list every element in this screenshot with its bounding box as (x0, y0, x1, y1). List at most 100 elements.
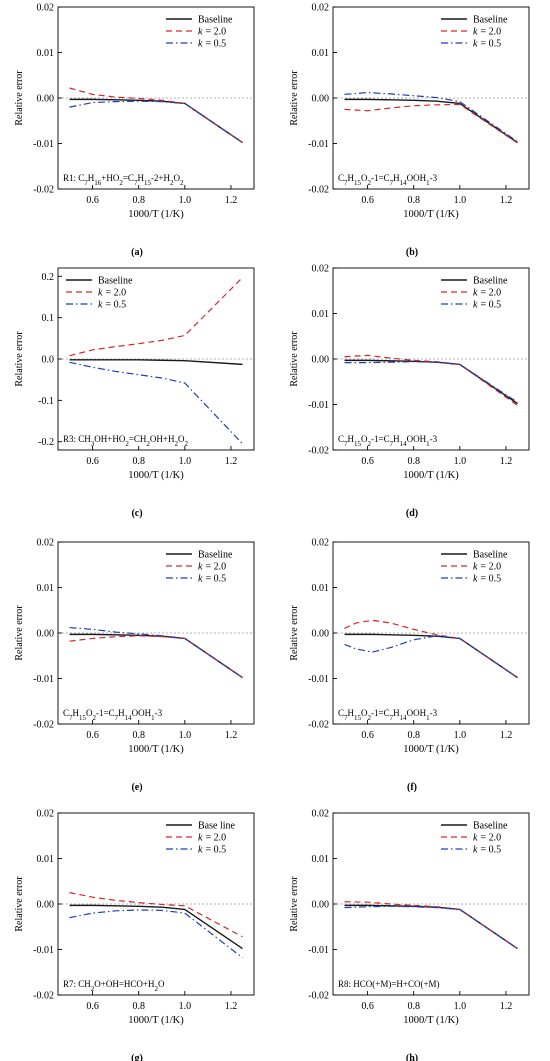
y-tick-label: -0.2 (38, 437, 54, 448)
legend-k-symbol: k (198, 562, 203, 573)
legend-k-value: = 0.5 (480, 300, 501, 311)
x-tick-label: 0.8 (132, 730, 145, 741)
legend-k-symbol: k (473, 39, 478, 50)
series-line-baseline (344, 904, 518, 950)
series-line-baseline (344, 359, 518, 405)
legend-label-baseline: Baseline (473, 15, 508, 26)
y-tick-label: -0.02 (308, 446, 329, 457)
x-axis-label: 1000/T (1/K) (403, 209, 459, 220)
panel-e: -0.02 -0.01 0.00 0.01 0.02 0.6 0.8 1.0 1.2 1000/T… (14, 538, 255, 793)
panel-label: (e) (131, 782, 142, 793)
y-axis-label: Relative error (289, 876, 300, 932)
y-tick-label: -0.01 (33, 674, 54, 685)
series-line-k05 (344, 91, 518, 143)
y-tick-label: 0.02 (37, 3, 55, 14)
x-tick-label: 0.8 (132, 195, 145, 206)
y-tick-label: 0.1 (42, 313, 55, 324)
legend-label-k2: k = 2.0 (473, 27, 501, 38)
series-line-k05 (344, 635, 518, 679)
panel-b: -0.02 -0.01 0.00 0.01 0.02 0.6 0.8 1.0 1.2 1000/T… (289, 3, 530, 258)
legend-k-symbol: k (198, 845, 203, 856)
legend-label-baseline: Baseline (473, 821, 508, 832)
legend-label-k2: k = 2.0 (98, 288, 126, 299)
panel-c: -0.2 -0.1 0.0 0.1 0.2 0.6 0.8 1.0 1.2 1000/T (1/K… (14, 267, 255, 519)
x-axis-label: 1000/T (1/K) (128, 470, 184, 481)
legend-k-value: = 2.0 (480, 288, 501, 299)
reaction-annotation: C7H15O2-1=C7H14OOH1-3 (63, 708, 163, 722)
y-tick-label: 0.02 (37, 538, 55, 549)
series-line-baseline (344, 98, 518, 144)
legend-k-symbol: k (473, 562, 478, 573)
legend-label-k05: k = 0.5 (198, 39, 226, 50)
x-tick-label: 1.0 (454, 730, 467, 741)
legend-label-baseline: Baseline (98, 276, 133, 287)
legend-k-symbol: k (98, 288, 103, 299)
series-line-k2 (344, 901, 518, 950)
series-line-k2 (69, 892, 243, 938)
series-line-k2 (344, 354, 518, 406)
legend-k-value: = 2.0 (480, 27, 501, 38)
x-tick-label: 1.0 (454, 195, 467, 206)
y-tick-label: 0.00 (312, 629, 330, 640)
reaction-annotation: C7H15O2-1=C7H14OOH1-3 (338, 434, 438, 448)
reaction-annotation: R3: CH3OH+HO2=CH2OH+H2O2 (63, 434, 189, 448)
legend-k-value: = 2.0 (480, 833, 501, 844)
series-line-k05 (69, 100, 243, 144)
y-tick-label: 0.01 (37, 48, 55, 59)
series-line-k2 (344, 103, 518, 144)
series-line-k2 (69, 87, 243, 144)
panel-a: -0.02 -0.01 0.00 0.01 0.02 0.6 0.8 1.0 1.2 1000/T… (14, 3, 255, 258)
legend-label-baseline: Base line (198, 821, 235, 832)
y-tick-label: 0.01 (312, 854, 330, 865)
y-tick-label: 0.01 (312, 48, 330, 59)
y-tick-label: -0.02 (33, 185, 54, 196)
y-tick-label: 0.01 (312, 309, 330, 320)
y-tick-label: 0.02 (312, 809, 330, 820)
y-axis-label: Relative error (289, 70, 300, 126)
y-axis-label: Relative error (14, 70, 25, 126)
x-tick-label: 0.8 (132, 456, 145, 467)
x-tick-label: 0.6 (86, 456, 99, 467)
x-tick-label: 0.6 (86, 1001, 99, 1012)
legend-label-baseline: Baseline (198, 15, 233, 26)
legend-label-k2: k = 2.0 (473, 288, 501, 299)
y-tick-label: -0.1 (38, 396, 54, 407)
x-tick-label: 0.6 (361, 1001, 374, 1012)
legend-k-symbol: k (473, 845, 478, 856)
legend-label-k05: k = 0.5 (98, 300, 126, 311)
y-tick-label: 0.02 (312, 3, 330, 14)
series-line-k05 (69, 626, 243, 679)
x-tick-label: 0.6 (86, 730, 99, 741)
legend-label-k05: k = 0.5 (473, 574, 501, 585)
legend-label-k05: k = 0.5 (198, 845, 226, 856)
y-tick-label: 0.02 (312, 264, 330, 275)
y-tick-label: 0.01 (312, 583, 330, 594)
y-tick-label: 0.00 (312, 94, 330, 105)
series-line-baseline (69, 633, 243, 679)
legend-label-baseline: Baseline (473, 550, 508, 561)
legend-k-value: = 0.5 (480, 39, 501, 50)
legend-k-symbol: k (198, 27, 203, 38)
x-axis-label: 1000/T (1/K) (128, 744, 184, 755)
legend-label-k05: k = 0.5 (473, 300, 501, 311)
series-line-baseline (69, 359, 243, 366)
reaction-annotation: R1: C7H16+HO2=C7H15-2+H2O2 (63, 173, 184, 187)
panel-label: (c) (131, 508, 142, 519)
y-tick-label: 0.2 (42, 272, 55, 283)
x-tick-label: 0.8 (407, 456, 420, 467)
panel-label: (f) (407, 782, 417, 793)
legend-k-value: = 0.5 (205, 574, 226, 585)
x-axis-label: 1000/T (1/K) (403, 1015, 459, 1026)
panel-label: (d) (406, 508, 418, 519)
legend-k-symbol: k (473, 27, 478, 38)
legend-k-symbol: k (98, 300, 103, 311)
legend-label-k05: k = 0.5 (473, 39, 501, 50)
reaction-annotation: R7: CH2O+OH=HCO+H2O (63, 979, 165, 993)
x-tick-label: 0.6 (361, 195, 374, 206)
y-tick-label: 0.00 (37, 900, 55, 911)
x-tick-label: 1.2 (500, 1001, 513, 1012)
panel-label: (g) (131, 1053, 143, 1061)
y-tick-label: 0.0 (42, 355, 55, 366)
x-axis-label: 1000/T (1/K) (403, 470, 459, 481)
